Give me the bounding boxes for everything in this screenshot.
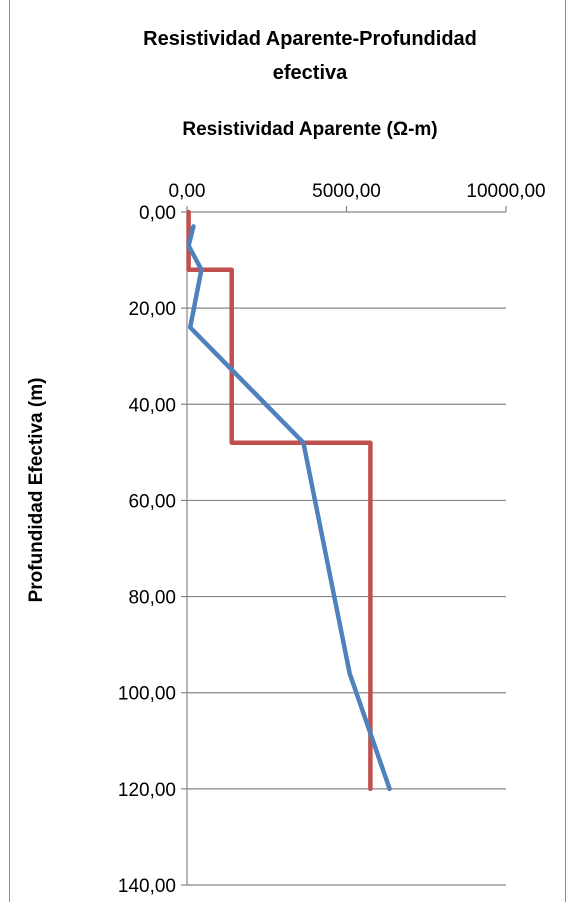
x-tick-label-2: 10000,00 — [466, 181, 545, 202]
y-tick-label-6: 120,00 — [118, 780, 176, 801]
y-tick-label-3: 60,00 — [128, 491, 176, 512]
x-axis-title: Resistividad Aparente (Ω-m) — [182, 119, 437, 140]
tick-layer: 0,00 5000,00 10000,00 0,00 20,00 40,00 60,00 80… — [118, 181, 546, 897]
y-tick-label-1: 20,00 — [128, 299, 176, 320]
chart-frame — [9, 0, 566, 902]
series-2-line — [186, 224, 392, 792]
series-layer — [186, 209, 392, 792]
y-axis-title: Profundidad Efectiva (m) — [26, 378, 47, 603]
x-tick-label-0: 0,00 — [169, 181, 206, 202]
axis-layer — [181, 206, 507, 886]
y-tick-label-7: 140,00 — [118, 876, 176, 897]
y-tick-label-0: 0,00 — [139, 203, 176, 224]
y-tick-label-5: 100,00 — [118, 684, 176, 705]
chart-title-line-1: Resistividad Aparente-Profundidad — [143, 28, 477, 50]
y-tick-label-4: 80,00 — [128, 588, 176, 609]
chart-title-line-2: efectiva — [273, 62, 348, 84]
series-1-line — [186, 209, 373, 792]
y-tick-label-2: 40,00 — [128, 395, 176, 416]
x-tick-label-1: 5000,00 — [312, 181, 381, 202]
grid-layer — [187, 307, 506, 886]
